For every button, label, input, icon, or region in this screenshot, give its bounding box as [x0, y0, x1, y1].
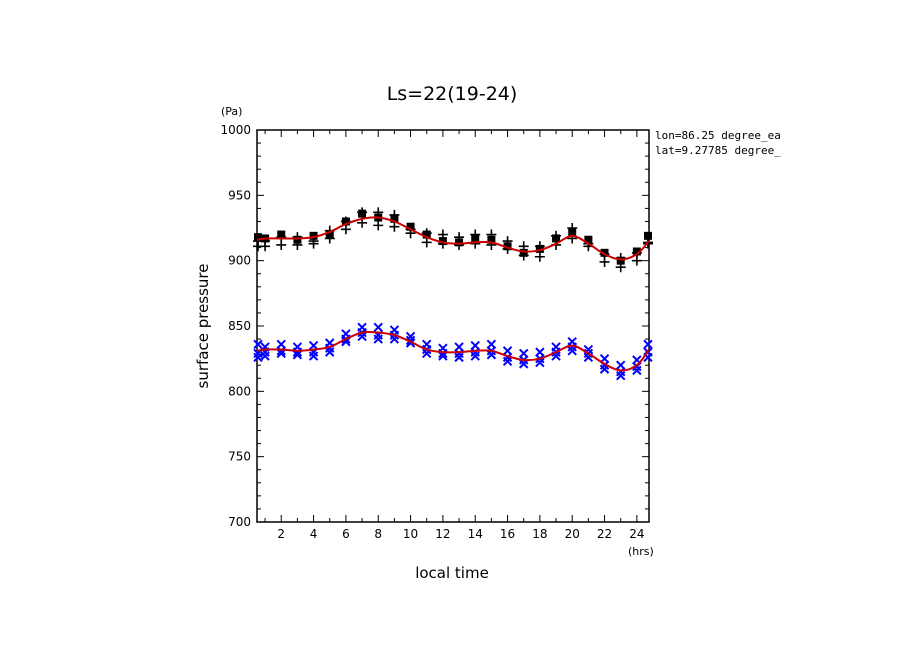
plus-marker — [276, 239, 287, 250]
y-unit-label: (Pa) — [221, 105, 242, 118]
plus-marker — [260, 241, 271, 252]
cross-marker — [502, 356, 513, 366]
x-axis-label: local time — [415, 564, 489, 582]
plus-marker — [615, 262, 626, 273]
x-tick-label: 4 — [310, 527, 318, 541]
cross-marker — [276, 346, 286, 356]
y-axis-label: surface pressure — [194, 264, 212, 389]
cross-marker — [292, 350, 303, 360]
cross-marker — [438, 351, 448, 361]
plus-marker — [534, 251, 545, 262]
fit-line-2 — [256, 216, 650, 261]
plus-marker — [308, 238, 319, 249]
plus-marker — [340, 224, 351, 235]
cross-marker — [616, 370, 626, 381]
plus-marker — [437, 229, 448, 240]
data-marks — [253, 207, 653, 381]
cross-marker — [373, 322, 383, 333]
x-tick-label: 10 — [403, 527, 418, 541]
plus-marker — [551, 230, 562, 241]
plus-marker — [470, 238, 481, 249]
cross-marker — [325, 347, 335, 357]
fit-line-4 — [256, 330, 650, 372]
chart-title: Ls=22(19-24) — [387, 83, 518, 105]
x-tick-label: 16 — [500, 527, 515, 541]
x-tick-label: 2 — [277, 527, 285, 541]
plot-area — [256, 129, 650, 523]
x-tick-label: 24 — [629, 527, 644, 541]
plus-marker — [292, 239, 303, 250]
annotation-lat: lat=9.27785 degree_ — [655, 144, 781, 157]
annotation-lon: lon=86.25 degree_ea — [655, 129, 781, 142]
x-tick-label: 20 — [565, 527, 580, 541]
square-marker — [309, 231, 318, 240]
y-tick-label: 1000 — [220, 123, 251, 137]
plus-marker — [373, 220, 384, 231]
cross-marker — [643, 339, 653, 350]
cross-marker — [470, 351, 480, 361]
y-tick-label: 950 — [228, 188, 251, 202]
plus-marker — [389, 209, 400, 220]
x-tick-label: 22 — [597, 527, 612, 541]
x-unit-label: (hrs) — [628, 545, 654, 558]
square-marker — [487, 235, 496, 244]
cross-marker — [292, 347, 303, 357]
x-tick-label: 18 — [532, 527, 547, 541]
plus-marker — [373, 207, 384, 218]
y-axis: 700 750 800 850 900 950 1000 — [220, 123, 649, 529]
plus-marker — [470, 229, 481, 240]
y-tick-label: 700 — [228, 515, 251, 529]
cross-marker — [253, 339, 263, 350]
cross-marker — [276, 348, 286, 359]
x-tick-label: 6 — [342, 527, 350, 541]
plus-marker — [567, 223, 578, 233]
plus-marker — [357, 207, 368, 218]
plus-marker — [518, 241, 529, 252]
cross-marker — [308, 351, 319, 361]
y-tick-label: 800 — [228, 384, 251, 398]
plus-marker — [454, 239, 465, 250]
cross-marker — [373, 334, 383, 344]
plus-marker — [421, 237, 432, 248]
x-axis: 2 4 6 8 10 12 14 16 18 20 22 24 — [264, 130, 645, 541]
y-tick-label: 900 — [228, 254, 251, 268]
cross-marker — [260, 351, 270, 361]
plus-marker — [324, 233, 335, 244]
cross-marker — [519, 359, 529, 369]
x-tick-label: 8 — [374, 527, 382, 541]
plus-marker — [599, 256, 610, 267]
plus-marker — [486, 229, 497, 240]
plus-marker — [631, 255, 642, 266]
cross-marker — [341, 336, 351, 347]
x-tick-label: 12 — [435, 527, 450, 541]
y-tick-label: 750 — [228, 450, 251, 464]
square-marker — [644, 231, 652, 240]
plus-marker — [389, 221, 400, 232]
cross-marker — [567, 346, 577, 356]
cross-marker — [454, 352, 464, 363]
cross-marker — [438, 348, 448, 359]
cross-marker — [253, 352, 263, 363]
y-tick-label: 850 — [228, 319, 251, 333]
x-tick-label: 14 — [468, 527, 483, 541]
